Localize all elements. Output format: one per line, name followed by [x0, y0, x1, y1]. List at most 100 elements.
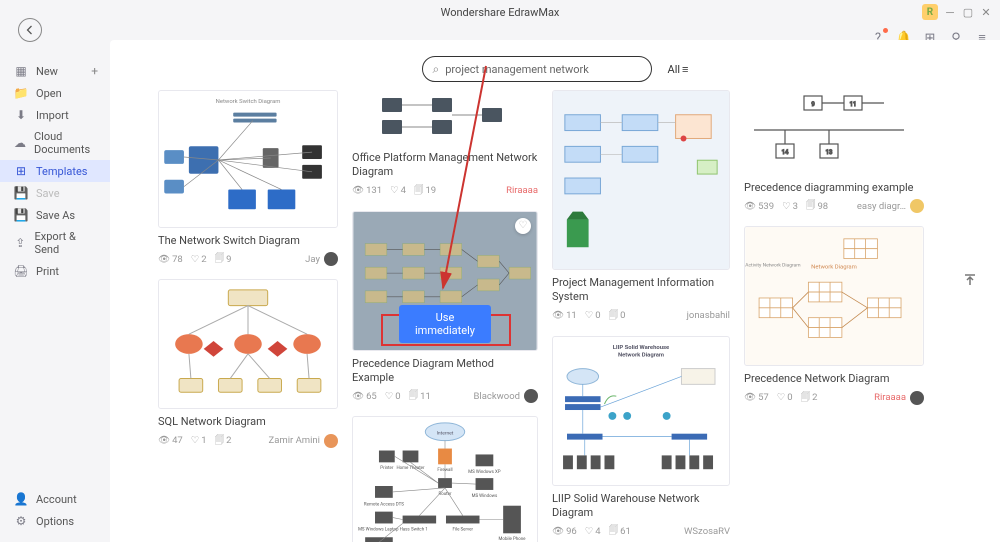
svg-text:14: 14 [782, 149, 789, 156]
template-card[interactable]: Project Management Information System 👁 … [552, 90, 730, 324]
template-gallery: Network Switch Diagram [110, 90, 1000, 542]
sidebar-item-open[interactable]: 📁 Open [0, 82, 110, 104]
thumb-office-platform [352, 90, 538, 145]
sidebar-item-export[interactable]: ⇪ Export & Send [0, 226, 110, 260]
svg-text:MS Windows Laptop Hass: MS Windows Laptop Hass [358, 527, 410, 533]
views-count: 👁 539 [744, 201, 774, 212]
views-count: 👁 47 [158, 435, 183, 446]
author-avatar [524, 389, 538, 403]
sidebar-item-saveas[interactable]: 💾 Save As [0, 204, 110, 226]
views-count: 👁 57 [744, 392, 769, 403]
folder-icon: 📁 [14, 86, 28, 100]
sidebar-item-label: Account [36, 493, 77, 506]
save-icon: 💾 [14, 208, 28, 222]
template-card[interactable]: Internet Printer Home Theater Firewall R… [352, 416, 538, 542]
filter-all-button[interactable]: All≡ [668, 63, 689, 76]
template-card[interactable]: LIIP Solid Warehouse Network Diagram [552, 336, 730, 540]
sidebar-item-cloud[interactable]: ☁ Cloud Documents [0, 126, 110, 160]
thumb-precedence-network: Network Diagram Activity Network Diagram [745, 227, 923, 365]
copies-count: 🗐 19 [414, 183, 436, 199]
copies-count: 🗐 61 [609, 523, 631, 539]
card-title: Precedence Diagram Method Example [352, 357, 538, 386]
thumb-detailed-network: Internet Printer Home Theater Firewall R… [353, 417, 537, 542]
likes-count: ♡ 4 [585, 526, 601, 537]
svg-text:Activity Network Diagram: Activity Network Diagram [745, 263, 800, 269]
sidebar-item-import[interactable]: ⬇ Import [0, 104, 110, 126]
search-box[interactable]: ⌕ [422, 56, 652, 82]
sidebar-item-templates[interactable]: ⊞ Templates [0, 160, 110, 182]
minimize-button[interactable]: ─ [944, 6, 956, 18]
svg-text:Network Diagram: Network Diagram [811, 265, 857, 271]
author-avatar [324, 434, 338, 448]
download-icon: ⬇ [14, 108, 28, 122]
svg-text:Mobile Phone: Mobile Phone [499, 536, 527, 542]
gear-icon: ⚙ [14, 514, 28, 528]
sidebar-item-label: Templates [36, 165, 87, 178]
sidebar-item-label: Options [36, 515, 74, 528]
views-count: 👁 78 [158, 254, 183, 265]
template-card[interactable]: Office Platform Management Network Diagr… [352, 90, 538, 199]
save-icon: 💾 [14, 186, 28, 200]
card-title: Precedence Network Diagram [744, 372, 924, 386]
copies-count: 🗐 9 [215, 251, 232, 267]
author-name: Zamir Amini [269, 435, 320, 446]
author-name: Riraaaa [506, 185, 538, 196]
svg-text:13: 13 [826, 149, 833, 156]
views-count: 👁 131 [352, 185, 382, 196]
sidebar-item-new[interactable]: ▦ New + [0, 60, 110, 82]
thumb-pmis [553, 91, 729, 269]
template-card[interactable]: Network Switch Diagram [158, 90, 338, 267]
author-avatar [910, 199, 924, 213]
favorite-icon[interactable]: ♡ [515, 218, 531, 234]
copies-count: 🗐 0 [609, 308, 626, 324]
likes-count: ♡ 0 [385, 391, 401, 402]
card-title: SQL Network Diagram [158, 415, 338, 429]
likes-count: ♡ 4 [390, 185, 406, 196]
likes-count: ♡ 3 [782, 201, 798, 212]
author-name: Blackwood [473, 391, 520, 402]
plus-icon[interactable]: + [91, 64, 98, 78]
svg-text:Network Switch Diagram: Network Switch Diagram [216, 99, 281, 105]
template-card[interactable]: Network Diagram Activity Network Diagram [744, 226, 924, 405]
svg-text:Network Diagram: Network Diagram [618, 352, 664, 358]
author-name: WSzosaRV [684, 526, 730, 537]
sidebar-item-label: New [36, 65, 58, 78]
back-button[interactable] [18, 18, 42, 42]
sidebar-item-account[interactable]: 👤 Account [0, 488, 110, 510]
close-button[interactable]: ✕ [980, 6, 992, 18]
author-name: jonasbahil [687, 310, 730, 321]
svg-text:File Server: File Server [452, 527, 473, 533]
use-immediately-button[interactable]: Use immediately [399, 305, 491, 343]
user-icon: 👤 [14, 492, 28, 506]
thumb-sql-network [159, 280, 337, 408]
svg-text:MS Windows: MS Windows [472, 493, 498, 499]
scroll-top-button[interactable] [960, 270, 980, 290]
svg-text:Internet: Internet [437, 431, 454, 437]
copies-count: 🗐 2 [215, 433, 232, 449]
templates-icon: ⊞ [14, 164, 28, 178]
svg-text:LIIP Solid Warehouse: LIIP Solid Warehouse [613, 344, 670, 350]
author-avatar [324, 252, 338, 266]
views-count: 👁 65 [352, 391, 377, 402]
search-input[interactable] [445, 63, 640, 76]
svg-text:Remote Access DTS: Remote Access DTS [364, 502, 404, 508]
author-name: Jay [305, 254, 320, 265]
svg-text:Switch 1: Switch 1 [411, 527, 428, 533]
app-title: Wondershare EdrawMax [441, 6, 560, 19]
likes-count: ♡ 0 [777, 392, 793, 403]
maximize-button[interactable]: ▢ [962, 6, 974, 18]
copies-count: 🗐 11 [409, 388, 431, 404]
svg-text:11: 11 [850, 101, 857, 108]
author-name: Riraaaa [874, 392, 906, 403]
template-card[interactable]: SQL Network Diagram 👁 47 ♡ 1 🗐 2 Zamir A… [158, 279, 338, 448]
copies-count: 🗐 2 [801, 390, 818, 406]
template-card[interactable]: ♡ Use immediately Precedence Diagram Met… [352, 211, 538, 405]
sidebar-item-label: Export & Send [35, 230, 96, 256]
template-card[interactable]: 9 11 14 13 Precedence diagramming exampl… [744, 90, 924, 214]
user-badge[interactable]: R [922, 4, 938, 20]
thumb-precedence-example: 9 11 14 13 [744, 90, 924, 175]
sidebar-item-options[interactable]: ⚙ Options [0, 510, 110, 532]
likes-count: ♡ 2 [191, 254, 207, 265]
sidebar-item-print[interactable]: 🖨 Print [0, 260, 110, 282]
card-title: Precedence diagramming example [744, 181, 924, 195]
